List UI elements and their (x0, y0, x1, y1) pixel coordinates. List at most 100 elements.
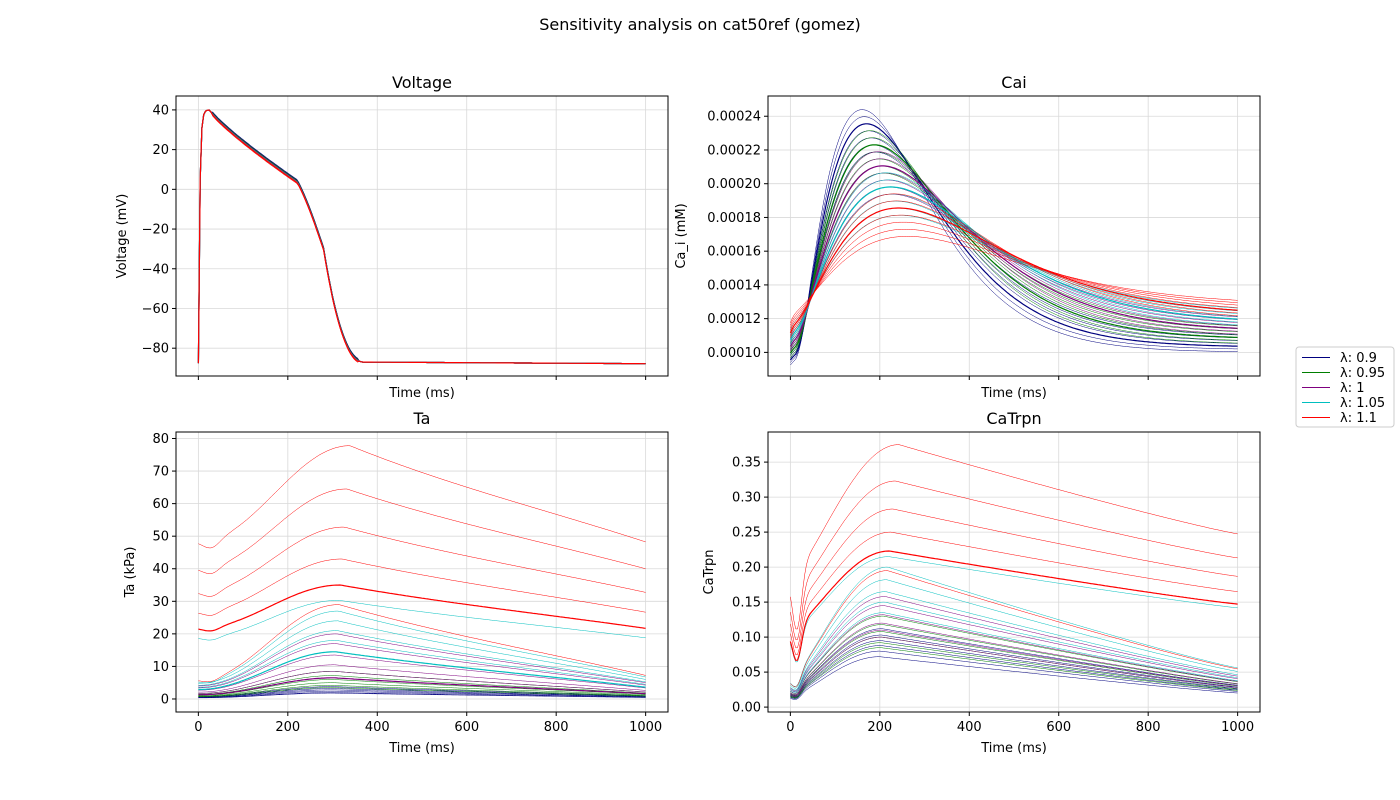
y-tick-label: 0 (161, 692, 169, 707)
y-tick-label: −80 (142, 342, 169, 357)
axes-frame (767, 95, 1261, 377)
series-line (198, 679, 646, 696)
series-line (790, 566, 1238, 687)
subplot-title: CaTrpn (986, 409, 1041, 428)
series-line (198, 675, 646, 695)
legend-entry-label: λ: 0.95 (1340, 366, 1385, 381)
x-axis-label: Time (ms) (980, 386, 1047, 401)
legend-entry-label: λ: 1 (1340, 381, 1364, 396)
series-line (790, 444, 1238, 630)
series-line (790, 221, 1238, 328)
series-line (198, 686, 646, 697)
x-tick-label: 800 (1136, 720, 1161, 735)
series-line (790, 151, 1238, 352)
y-tick-label: 10 (152, 660, 169, 675)
series-line (790, 642, 1238, 698)
grid (768, 432, 1260, 712)
series-line (790, 179, 1238, 342)
series-line (789, 144, 1238, 354)
y-tick-label: 0.00010 (707, 346, 761, 361)
series-line (790, 137, 1238, 356)
axes-frame (175, 431, 669, 713)
x-tick-label: 400 (957, 720, 982, 735)
figure-suptitle: Sensitivity analysis on cat50ref (gomez) (539, 15, 861, 34)
series-line (790, 614, 1238, 694)
x-tick-label: 0 (194, 720, 202, 735)
x-tick-label: 600 (1046, 720, 1071, 735)
y-tick-label: 0.25 (732, 526, 761, 541)
series-lines (789, 444, 1238, 700)
y-tick-label: 0.35 (732, 456, 761, 471)
series-line (790, 214, 1238, 331)
y-axis-label: Voltage (mV) (115, 194, 130, 279)
y-tick-label: 0.00 (732, 701, 761, 716)
series-line (790, 624, 1238, 695)
series-lines (789, 109, 1238, 366)
y-tick-label: 20 (152, 627, 169, 642)
y-tick-label: 40 (152, 103, 169, 118)
series-line (790, 605, 1238, 693)
series-line (789, 207, 1238, 334)
series-line (198, 692, 646, 698)
series-line (790, 645, 1238, 699)
x-tick-label: 800 (544, 720, 569, 735)
series-line (198, 685, 646, 697)
subplot-ta: 0 200 400 600 800 1000 0 10 20 30 40 50 60 70 80 Ta Time… (123, 409, 669, 756)
series-line (790, 640, 1238, 698)
series-line (789, 186, 1238, 340)
series-line (790, 151, 1238, 351)
axes-frame (175, 95, 669, 377)
series-line (790, 570, 1238, 688)
y-tick-label: 0.10 (732, 631, 761, 646)
x-tick-label: 600 (454, 720, 479, 735)
series-line (198, 109, 646, 364)
series-line (790, 647, 1238, 699)
series-line (790, 480, 1238, 640)
y-tick-label: 30 (152, 595, 169, 610)
series-line (198, 640, 646, 688)
series-line (790, 615, 1238, 694)
y-tick-label: 0.15 (732, 596, 761, 611)
x-axis-label: Time (ms) (980, 741, 1047, 756)
y-tick-label: −60 (142, 302, 169, 317)
series-line (790, 130, 1238, 359)
subplot-title: Ta (413, 409, 431, 428)
x-tick-label: 0 (786, 720, 794, 735)
series-line (790, 601, 1238, 692)
series-line (198, 688, 646, 698)
y-axis-label: Ca_i (mM) (674, 203, 689, 268)
series-line (790, 556, 1238, 663)
series-line (790, 179, 1238, 343)
series-line (198, 558, 646, 616)
series-line (790, 158, 1238, 349)
subplots: −80 −60 −40 −20 0 20 40 Voltage Time (ms) Voltage… (115, 73, 1261, 756)
y-tick-label: 0.20 (732, 561, 761, 576)
y-tick-label: 0.00012 (707, 312, 761, 327)
y-tick-label: 60 (152, 497, 169, 512)
y-tick-label: 40 (152, 562, 169, 577)
y-tick-label: 80 (152, 432, 169, 447)
axes-frame (767, 431, 1261, 713)
series-line (790, 158, 1238, 350)
series-line (790, 116, 1238, 363)
x-tick-label: 400 (365, 720, 390, 735)
x-tick-label: 200 (867, 720, 892, 735)
series-line (789, 123, 1238, 361)
legend-entry-label: λ: 1.1 (1340, 411, 1377, 426)
y-tick-label: 0.00020 (707, 177, 761, 192)
series-line (790, 629, 1238, 696)
series-line (790, 172, 1238, 345)
subplot-voltage: −80 −60 −40 −20 0 20 40 Voltage Time (ms) Voltage… (115, 73, 669, 401)
y-axis-label: CaTrpn (702, 550, 717, 595)
x-axis-label: Time (ms) (388, 741, 455, 756)
series-line (790, 531, 1238, 655)
series-line (790, 109, 1238, 366)
series-line (198, 677, 646, 696)
series-line (198, 664, 646, 693)
series-line (198, 584, 646, 632)
series-line (789, 165, 1238, 347)
subplot-title: Voltage (392, 73, 452, 92)
grid (768, 96, 1260, 376)
series-line (198, 526, 646, 597)
series-line (198, 620, 646, 684)
